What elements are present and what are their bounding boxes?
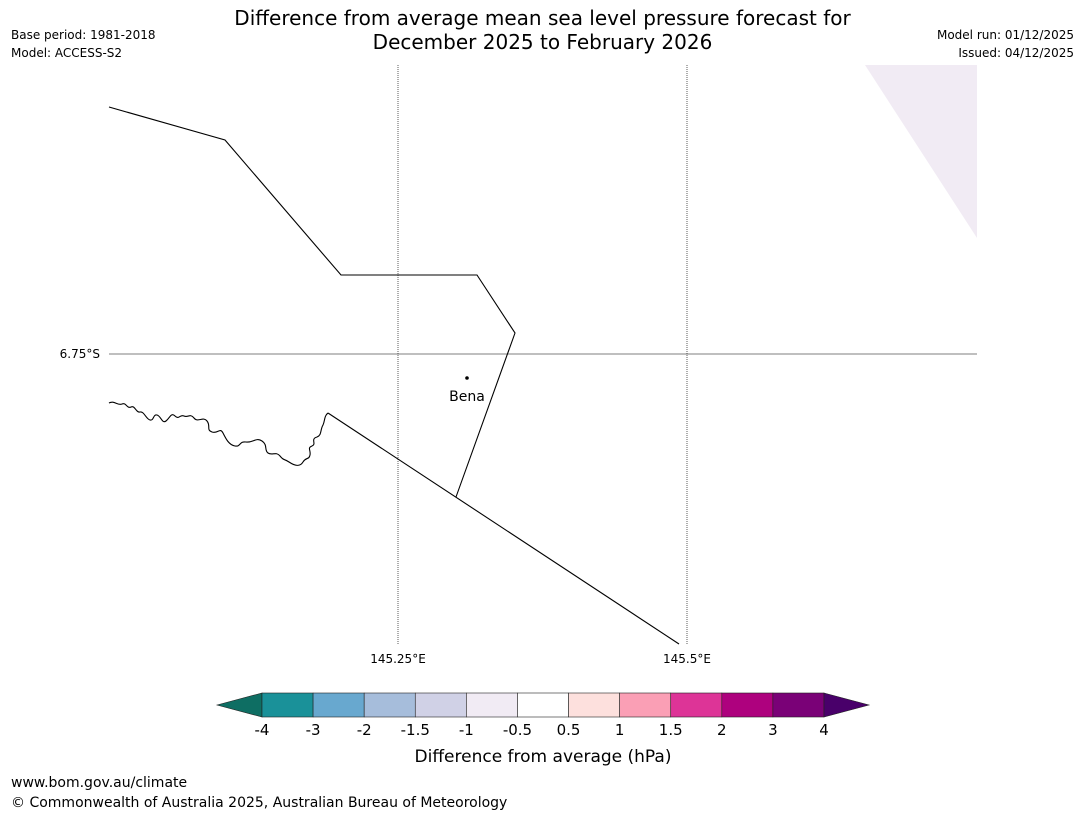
footer-copyright: © Commonwealth of Australia 2025, Austra… [11,795,508,811]
colorbar-tick-label: 2 [717,721,727,739]
river-line [108,401,329,466]
colorbar-tick-label: -3 [306,721,321,739]
place-marker [465,376,469,380]
anomaly-shading [865,65,977,238]
colorbar-label: Difference from average (hPa) [415,747,672,767]
issued-date: Issued: 04/12/2025 [958,46,1074,60]
colorbar-swatch [619,692,672,718]
colorbar-tick-label: 1 [615,721,625,739]
colorbar-arrow-low [215,692,263,718]
title-line-1: Difference from average mean sea level p… [234,6,851,30]
lon-label-1: 145.25°E [370,652,426,666]
colorbar-swatch [670,692,723,718]
colorbar-swatch [261,692,314,718]
meta-left: Base period: 1981-2018 Model: ACCESS-S2 [11,26,156,62]
place-label: Bena [449,389,485,405]
lon-label-2: 145.5°E [663,652,711,666]
base-period: Base period: 1981-2018 [11,28,156,42]
footer-url[interactable]: www.bom.gov.au/climate [11,775,188,791]
region-boundary-south [327,412,680,645]
colorbar-swatch [568,692,620,718]
colorbar-tick-label: -1.5 [401,721,430,739]
colorbar-swatch [721,692,774,718]
region-boundary-north [108,106,516,498]
title-line-2: December 2025 to February 2026 [372,30,713,54]
colorbar-tick-label: -0.5 [503,721,532,739]
colorbar: -4 -3 -2 -1.5 -1 -0.5 0.5 1 1.5 2 3 4 Difference fr… [215,692,871,767]
lat-label: 6.75°S [60,347,100,361]
meta-right: Model run: 01/12/2025 Issued: 04/12/2025 [937,26,1074,62]
colorbar-tick-label: 0.5 [557,721,581,739]
map-title: Difference from average mean sea level p… [0,6,1085,54]
colorbar-tick-label: -2 [357,721,372,739]
colorbar-swatch [772,692,825,718]
colorbar-tick-label: 1.5 [659,721,683,739]
colorbar-tick-label: -1 [459,721,474,739]
colorbar-tick-label: 3 [768,721,778,739]
model-name: Model: ACCESS-S2 [11,46,123,60]
colorbar-arrow-high [823,692,871,718]
colorbar-swatch [363,692,416,718]
colorbar-swatch [312,692,365,718]
colorbar-tick-label: 4 [819,721,829,739]
colorbar-swatch [414,692,467,718]
colorbar-tick-label: -4 [255,721,270,739]
map-canvas: Bena 6.75°S 145.25°E 145.5°E [60,65,977,666]
model-run: Model run: 01/12/2025 [936,28,1074,42]
colorbar-swatch [517,692,569,718]
colorbar-swatch [466,692,518,718]
